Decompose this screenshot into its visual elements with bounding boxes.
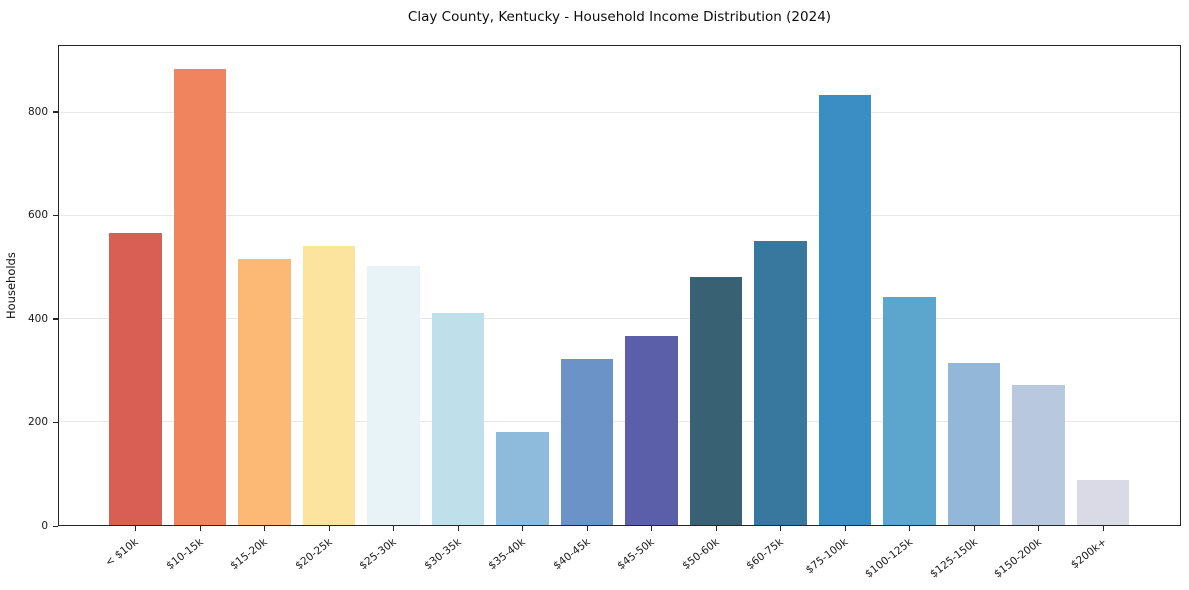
x-tick-mark xyxy=(393,526,395,531)
x-tick-mark xyxy=(651,526,653,531)
gridline xyxy=(59,214,1180,216)
y-tick-mark xyxy=(53,318,58,320)
gridline xyxy=(59,317,1180,319)
plot-area xyxy=(58,45,1181,526)
y-tick-label: 400 xyxy=(27,312,48,325)
bar-$45-50k xyxy=(625,336,678,525)
y-tick-mark xyxy=(53,111,58,113)
x-tick-mark xyxy=(135,526,137,531)
y-tick-mark xyxy=(53,421,58,424)
bar-$15-20k xyxy=(238,258,291,525)
x-tick-mark xyxy=(522,526,524,531)
x-tick-label: $40-45k xyxy=(551,536,593,573)
bar-$30-35k xyxy=(431,312,485,525)
x-tick-mark xyxy=(586,526,588,531)
x-tick-label: $25-30k xyxy=(357,536,400,573)
bar-$35-40k xyxy=(496,431,549,525)
bar-$200k+ xyxy=(1076,479,1130,525)
x-tick-label: $15-20k xyxy=(228,536,271,573)
bar-$125-150k xyxy=(947,363,1001,525)
bar-$100-125k xyxy=(883,296,936,525)
bar-$150-200k xyxy=(1012,385,1065,525)
bar-$20-25k xyxy=(302,246,356,525)
x-tick-label: < $10k xyxy=(103,536,142,570)
y-tick-mark xyxy=(53,525,58,527)
y-tick-label: 0 xyxy=(41,520,48,532)
x-tick-mark xyxy=(457,526,459,531)
bar-$50-60k xyxy=(689,277,743,525)
x-tick-mark xyxy=(973,526,975,531)
x-tick-mark xyxy=(1102,526,1104,531)
x-tick-mark xyxy=(780,526,782,531)
gridline xyxy=(59,420,1180,422)
bar-$25-30k xyxy=(367,265,420,525)
bar-$75-100k xyxy=(818,94,872,525)
x-tick-label: $200k+ xyxy=(1068,536,1109,572)
x-tick-label: $125-150k xyxy=(927,536,980,581)
x-tick-mark xyxy=(844,526,846,531)
bar-$40-45k xyxy=(560,359,614,525)
x-tick-mark xyxy=(909,526,911,531)
x-tick-label: $20-25k xyxy=(293,536,335,573)
chart-title: Clay County, Kentucky - Household Income… xyxy=(407,9,832,25)
x-tick-mark xyxy=(328,526,330,531)
x-tick-mark xyxy=(199,526,201,531)
x-tick-label: $35-40k xyxy=(486,536,529,573)
x-tick-mark xyxy=(715,526,717,531)
x-tick-label: $60-75k xyxy=(744,536,787,573)
x-tick-label: $150-200k xyxy=(992,536,1045,581)
x-tick-label: $75-100k xyxy=(803,536,851,577)
y-tick-label: 600 xyxy=(27,209,48,222)
y-tick-mark xyxy=(53,214,58,217)
y-tick-label: 200 xyxy=(27,416,48,429)
x-tick-label: $50-60k xyxy=(680,536,722,573)
x-tick-label: $30-35k xyxy=(422,536,464,573)
gridline xyxy=(59,111,1180,113)
x-tick-label: $45-50k xyxy=(615,536,658,573)
x-tick-label: $10-15k xyxy=(164,536,206,573)
x-tick-label: $100-125k xyxy=(863,536,916,581)
x-tick-mark xyxy=(1038,526,1040,531)
bar-$60-75k xyxy=(754,240,807,525)
bar-< $10k xyxy=(109,232,162,525)
y-tick-label: 800 xyxy=(27,105,48,118)
x-tick-mark xyxy=(264,526,266,531)
bar-$10-15k xyxy=(173,69,227,525)
